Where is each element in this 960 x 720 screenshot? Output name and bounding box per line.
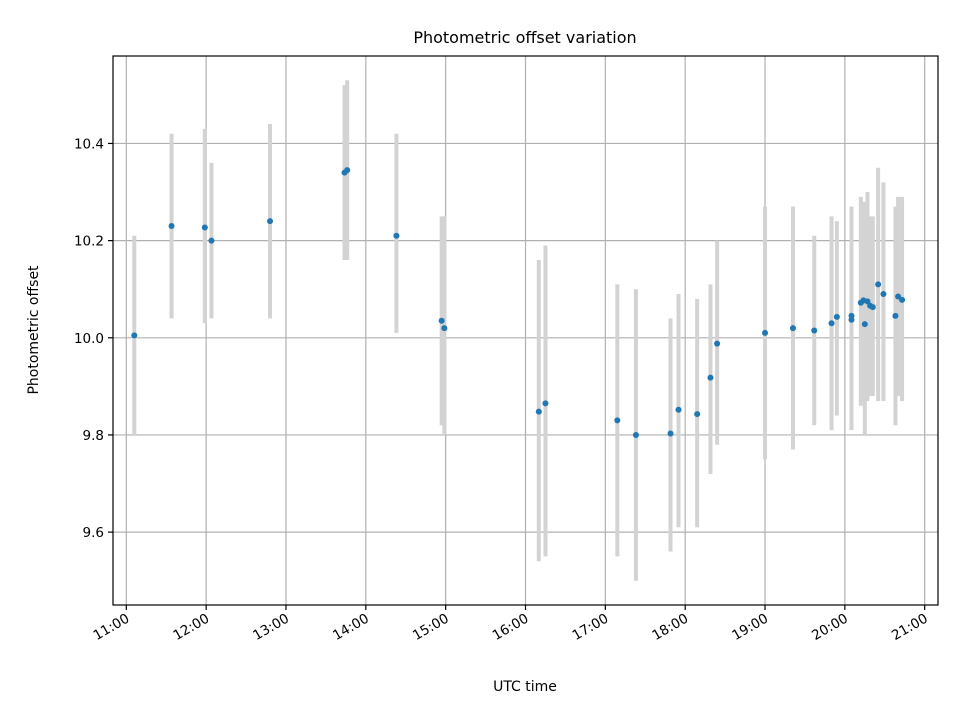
x-tick-label: 19:00	[729, 611, 771, 644]
y-tick-label: 10.2	[74, 234, 104, 250]
x-tick-label: 16:00	[490, 611, 532, 644]
data-point	[131, 332, 138, 339]
chart-title: Photometric offset variation	[413, 28, 636, 47]
data-point	[267, 218, 274, 225]
data-point	[344, 167, 351, 174]
x-tick-label: 21:00	[889, 611, 931, 644]
y-axis-ticks: 9.6 9.8 10.0 10.2 10.4	[74, 136, 113, 541]
x-tick-label: 12:00	[170, 611, 212, 644]
data-point	[535, 408, 542, 415]
data-point	[208, 237, 215, 244]
data-point	[694, 411, 701, 418]
data-point	[707, 374, 714, 381]
data-point	[675, 406, 682, 413]
data-point	[614, 417, 621, 424]
data-point	[789, 325, 796, 332]
error-bars	[132, 80, 905, 581]
data-point	[811, 327, 818, 334]
x-tick-label: 15:00	[410, 611, 452, 644]
x-axis-ticks: 11:00 12:00 13:00 14:00 15:00 16:00 17:00 18:00…	[91, 605, 931, 644]
data-points	[131, 167, 906, 438]
x-tick-label: 17:00	[570, 611, 612, 644]
y-tick-label: 9.6	[83, 525, 104, 541]
data-point	[168, 223, 175, 230]
data-point	[762, 329, 769, 336]
data-point	[848, 312, 855, 319]
data-point	[880, 291, 887, 298]
x-tick-label: 14:00	[330, 611, 372, 644]
data-point	[828, 320, 835, 327]
data-point	[441, 325, 448, 332]
data-point	[438, 317, 445, 324]
data-point	[864, 298, 871, 305]
y-tick-label: 10.4	[74, 136, 104, 152]
y-tick-label: 9.8	[83, 428, 104, 444]
data-point	[542, 400, 549, 407]
x-tick-label: 20:00	[809, 611, 851, 644]
data-point	[892, 312, 899, 319]
x-tick-label: 18:00	[649, 611, 691, 644]
data-point	[895, 293, 902, 300]
y-tick-label: 10.0	[74, 331, 104, 347]
y-axis-label: Photometric offset	[26, 265, 42, 395]
data-point	[201, 224, 208, 231]
data-point	[869, 304, 876, 311]
data-point	[899, 296, 906, 303]
x-tick-label: 13:00	[250, 611, 292, 644]
data-point	[667, 430, 674, 437]
data-point	[861, 321, 868, 328]
data-point	[833, 313, 840, 320]
data-point	[714, 340, 721, 347]
x-axis-label: UTC time	[493, 679, 557, 695]
x-tick-label: 11:00	[91, 611, 133, 644]
data-point	[632, 431, 639, 438]
data-point	[393, 232, 400, 239]
data-point	[875, 281, 882, 288]
